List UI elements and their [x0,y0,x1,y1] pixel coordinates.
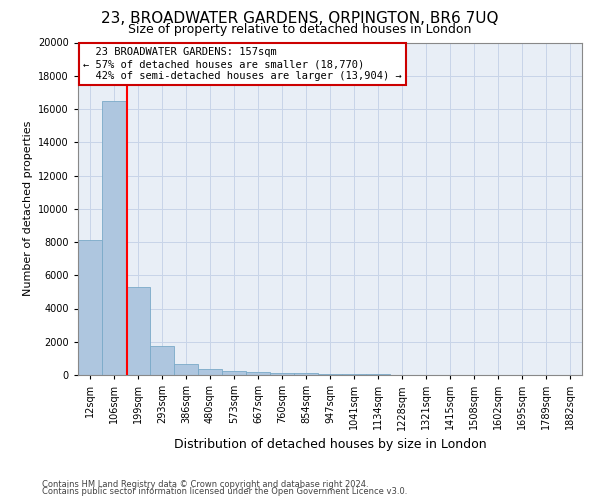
Text: Size of property relative to detached houses in London: Size of property relative to detached ho… [128,22,472,36]
Bar [366,374,390,375]
Text: 23 BROADWATER GARDENS: 157sqm
← 57% of detached houses are smaller (18,770)
  42: 23 BROADWATER GARDENS: 157sqm ← 57% of d… [83,48,402,80]
Bar [294,373,318,375]
Y-axis label: Number of detached properties: Number of detached properties [23,121,32,296]
Bar [270,372,294,375]
Bar [198,369,222,375]
X-axis label: Distribution of detached houses by size in London: Distribution of detached houses by size … [173,438,487,451]
Bar [318,374,342,375]
Bar [78,240,102,375]
Bar [150,346,174,375]
Bar [174,364,198,375]
Bar [102,100,126,375]
Bar [342,374,366,375]
Bar [222,370,246,375]
Text: Contains public sector information licensed under the Open Government Licence v3: Contains public sector information licen… [42,487,407,496]
Bar [246,372,270,375]
Text: Contains HM Land Registry data © Crown copyright and database right 2024.: Contains HM Land Registry data © Crown c… [42,480,368,489]
Bar [126,287,150,375]
Text: 23, BROADWATER GARDENS, ORPINGTON, BR6 7UQ: 23, BROADWATER GARDENS, ORPINGTON, BR6 7… [101,11,499,26]
